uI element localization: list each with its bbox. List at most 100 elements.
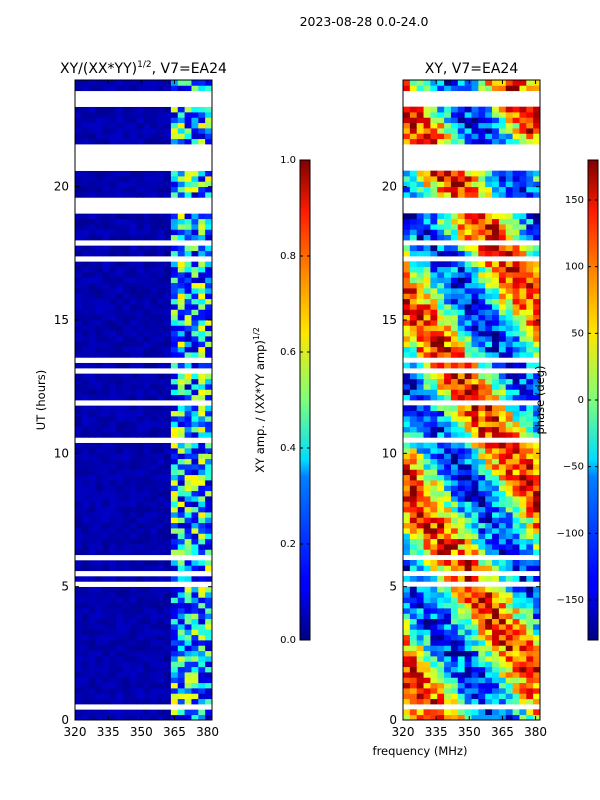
amplitude-cell (150, 128, 158, 134)
amplitude-cell (116, 373, 124, 380)
phase-cell (444, 650, 452, 657)
amplitude-cell (75, 517, 83, 524)
phase-cell (471, 640, 479, 646)
phase-cell (512, 352, 520, 358)
phase-cell (403, 666, 411, 673)
phase-cell (505, 501, 513, 508)
phase-cell (512, 192, 520, 198)
amplitude-cell (136, 186, 144, 193)
amplitude-cell (102, 426, 110, 433)
amplitude-cell (116, 693, 124, 700)
phase-cell (464, 496, 472, 502)
amplitude-cell (191, 506, 199, 513)
amplitude-cell (81, 192, 90, 198)
phase-cell (471, 661, 479, 668)
amplitude-cell (205, 309, 212, 316)
phase-cell (444, 672, 452, 678)
amplitude-cell (177, 405, 185, 412)
phase-cell (409, 490, 418, 497)
phase-cell (450, 277, 459, 284)
x-tick-label: 335 (425, 725, 448, 739)
phase-cell (444, 304, 452, 310)
amplitude-cell (170, 85, 179, 92)
amplitude-cell (177, 682, 185, 689)
amplitude-cell (198, 426, 206, 433)
amplitude-cell (102, 533, 110, 540)
phase-cell (423, 266, 431, 273)
amplitude-cell (81, 448, 90, 454)
amplitude-cell (102, 330, 110, 337)
phase-cell (526, 346, 534, 353)
amplitude-cell (75, 272, 83, 278)
amplitude-cell (184, 576, 192, 582)
amplitude-cell (157, 288, 165, 294)
amplitude-cell (164, 469, 172, 476)
phase-cell (430, 496, 438, 502)
phase-cell (423, 112, 431, 118)
phase-cell (492, 538, 500, 545)
amplitude-cell (198, 613, 206, 620)
phase-cell (464, 640, 472, 646)
phase-cell (471, 576, 479, 582)
amplitude-cell (184, 661, 192, 668)
amplitude-cell (109, 325, 117, 332)
amplitude-cell (75, 650, 83, 657)
phase-cell (437, 709, 445, 716)
amplitude-cell (150, 517, 158, 524)
phase-cell (485, 618, 493, 625)
amplitude-cell (143, 544, 151, 550)
phase-cell (519, 469, 527, 476)
phase-cell (409, 650, 418, 657)
phase-cell (498, 234, 507, 241)
phase-cell (409, 528, 418, 534)
amplitude-cell (205, 261, 212, 268)
phase-cell (464, 698, 472, 705)
amplitude-cell (136, 645, 144, 652)
phase-cell (478, 170, 486, 177)
amplitude-cell (116, 592, 124, 598)
amplitude-cell (116, 474, 124, 481)
phase-cell (526, 245, 534, 252)
phase-cell (409, 112, 418, 118)
amplitude-cell (177, 213, 185, 220)
phase-cell (409, 234, 418, 241)
amplitude-cell (75, 282, 83, 289)
phase-cell (437, 506, 445, 513)
amplitude-cell (88, 373, 96, 380)
amplitude-cell (205, 394, 212, 401)
amplitude-cell (136, 549, 144, 556)
amplitude-cell (164, 133, 172, 140)
phase-cell (464, 112, 472, 118)
amplitude-cell (109, 245, 117, 252)
amplitude-cell (164, 522, 172, 529)
amplitude-cell (157, 106, 165, 113)
amplitude-cell (81, 485, 90, 492)
amplitude-cell (177, 592, 185, 598)
data-gap (75, 256, 212, 262)
phase-cell (423, 549, 431, 556)
amplitude-cell (102, 378, 110, 385)
phase-cell (403, 133, 411, 140)
amplitude-cell (75, 597, 83, 604)
amplitude-cell (116, 192, 124, 198)
amplitude-cell (88, 80, 96, 86)
phase-cell (423, 224, 431, 230)
phase-cell (505, 661, 513, 668)
phase-cell (457, 693, 466, 700)
amplitude-cell (116, 480, 124, 486)
amplitude-cell (116, 384, 124, 390)
amplitude-cell (164, 304, 172, 310)
amplitude-cell (177, 133, 185, 140)
amplitude-cell (116, 112, 124, 118)
amplitude-cell (184, 517, 192, 524)
phase-cell (430, 432, 438, 438)
phase-cell (471, 394, 479, 401)
phase-cell (505, 85, 513, 92)
phase-cell (485, 677, 493, 684)
amplitude-cell (184, 688, 192, 694)
phase-cell (450, 432, 459, 438)
amplitude-cell (136, 506, 144, 513)
phase-cell (416, 330, 424, 337)
amplitude-cell (129, 85, 138, 92)
phase-cell (492, 485, 500, 492)
